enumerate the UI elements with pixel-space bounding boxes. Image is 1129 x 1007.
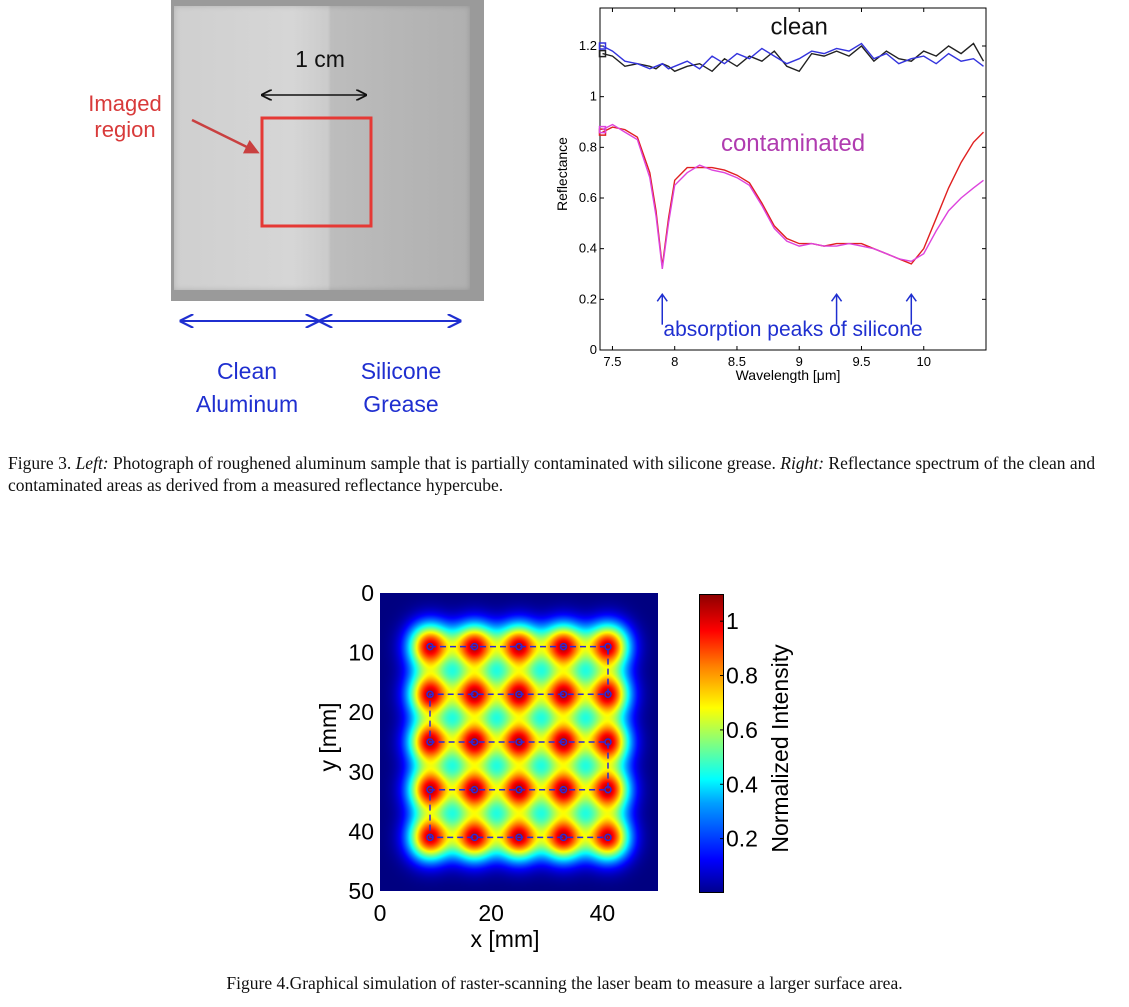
raster-point: [515, 785, 523, 794]
raster-point: [470, 738, 479, 746]
y-axis-label: Reflectance: [554, 137, 570, 211]
figure3-caption-label: Figure 3.: [8, 453, 76, 473]
x-tick-label: 9.5: [852, 354, 870, 369]
imaged-region-box: [260, 116, 373, 228]
x-tick-label: 8: [671, 354, 678, 369]
silicone-grease-label: Silicone Grease: [326, 355, 476, 421]
raster-point: [515, 642, 523, 651]
clean-aluminum-line1: Clean: [216, 358, 278, 384]
raster-point: [426, 690, 434, 699]
figure3-caption-left-word: Left:: [75, 453, 109, 473]
aluminum-plate: [174, 6, 470, 290]
raster-point: [470, 833, 479, 842]
colorbar-label: Normalized Intensity: [767, 644, 793, 853]
x-tick-label: 20: [478, 900, 504, 926]
raster-point: [470, 785, 479, 794]
silicone-grease-line1: Silicone: [360, 358, 442, 384]
contaminated-annotation: contaminated: [721, 130, 865, 157]
imaged-region-label-line2: region: [94, 117, 156, 142]
y-tick-label: 20: [348, 699, 374, 725]
y-tick-label: 50: [348, 878, 374, 904]
y-tick-label: 0.6: [579, 190, 597, 205]
x-tick-label: 0: [374, 900, 387, 926]
raster-point: [426, 738, 434, 746]
raster-point: [559, 833, 568, 842]
figure4-caption: Figure 4.Graphical simulation of raster-…: [226, 973, 903, 993]
x-axis-label: Wavelength [μm]: [736, 367, 841, 383]
imaged-region-label-line1: Imaged: [88, 91, 162, 116]
x-tick-label: 9: [796, 354, 803, 369]
silicone-grease-line2: Grease: [363, 391, 439, 417]
series-start-marker: [598, 42, 607, 50]
raster-scan-path: [429, 645, 609, 839]
raster-point: [470, 690, 479, 699]
y-tick-label: 1.2: [579, 38, 597, 53]
x-axis-label: x [mm]: [471, 926, 540, 952]
raster-point: [559, 785, 568, 794]
y-tick-label: 0: [361, 580, 374, 606]
absorption-peaks-annotation: absorption peaks of silicone: [663, 318, 922, 341]
raster-point: [515, 738, 523, 746]
raster-point: [604, 785, 612, 794]
y-tick-label: 0.2: [579, 291, 597, 306]
y-tick-label: 40: [348, 818, 374, 844]
raster-point: [515, 833, 523, 842]
clean-annotation: clean: [771, 14, 828, 41]
colorbar-tick-label: 0.4: [726, 771, 758, 797]
x-tick-label: 10: [917, 354, 931, 369]
colorbar-tick-label: 0.8: [726, 663, 758, 689]
figure3-caption-right-text: Reflectance spectrum of the clean and co…: [8, 453, 1096, 495]
raster-point: [604, 833, 612, 842]
raster-point: [426, 833, 434, 842]
raster-point: [515, 690, 523, 699]
raster-point: [604, 690, 612, 699]
raster-point: [559, 690, 568, 699]
colorbar-tick-label: 0.2: [726, 826, 758, 852]
clean-aluminum-line2: Aluminum: [195, 391, 299, 417]
peak-arrow-head: [905, 292, 917, 302]
peak-arrow-head: [830, 292, 843, 302]
raster-point: [559, 738, 568, 746]
figure3-caption-left-text: Photograph of roughened aluminum sample …: [108, 453, 781, 473]
scale-label: 1 cm: [295, 46, 345, 72]
reflectance-chart: 7.5 8 8.5 9 9.5 10 0 0.2 0.4 0.6 0.8 1 1.2 Wavelength…: [554, 7, 987, 383]
figure3-caption-right-word: Right:: [780, 453, 825, 473]
clean-aluminum-label: Clean Aluminum: [172, 355, 322, 421]
colorbar: [699, 594, 724, 893]
y-axis-label: y [mm]: [315, 703, 341, 772]
imaged-region-label: Imaged region: [80, 91, 170, 143]
x-tick-label: 7.5: [603, 354, 621, 369]
raster-point: [604, 642, 612, 651]
x-tick-label: 8.5: [728, 354, 746, 369]
raster-point: [426, 642, 434, 651]
series-start-marker: [598, 49, 607, 58]
peak-arrow-head: [656, 292, 668, 302]
aluminum-sample-photo: [171, 0, 484, 301]
y-tick-label: 0.8: [579, 139, 597, 154]
imaged-region-pointer-arrow: [191, 118, 260, 154]
x-tick-label: 40: [590, 900, 616, 926]
reflectance-series-line: [602, 123, 984, 269]
raster-point: [470, 642, 479, 651]
colorbar-tick-label: 0.6: [726, 717, 758, 743]
photo-overlay: [0, 0, 560, 420]
colorbar-tick-label: 1: [726, 608, 739, 634]
y-tick-label: 0.4: [579, 241, 597, 256]
reflectance-series-line: [602, 42, 984, 70]
y-tick-label: 0: [590, 342, 597, 357]
y-tick-label: 10: [348, 640, 374, 666]
raster-point: [426, 785, 434, 794]
figure3-caption: Figure 3. Left: Photograph of roughened …: [8, 452, 1118, 496]
y-tick-label: 30: [348, 759, 374, 785]
reflectance-plot-frame: [599, 7, 987, 351]
raster-point: [559, 642, 568, 651]
reflectance-series-line: [602, 42, 985, 73]
raster-point: [604, 738, 612, 746]
series-start-marker: [598, 125, 607, 134]
y-tick-label: 1: [590, 89, 597, 104]
